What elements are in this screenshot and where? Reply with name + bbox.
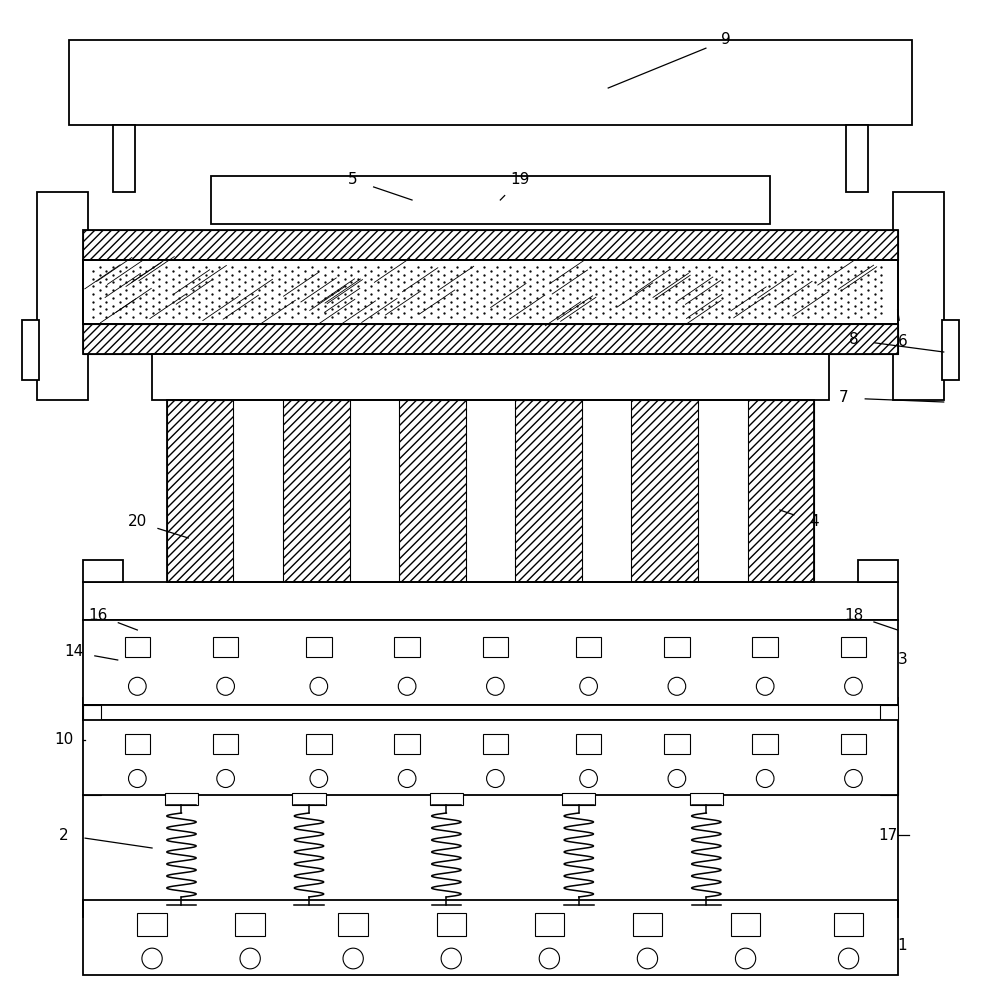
Bar: [306, 734, 332, 754]
Bar: [437, 912, 466, 936]
Bar: [690, 793, 723, 805]
Bar: [690, 905, 723, 917]
Bar: [338, 912, 368, 936]
Bar: [213, 734, 238, 754]
Text: 2: 2: [59, 828, 69, 842]
Text: 19: 19: [510, 172, 530, 188]
Text: 18: 18: [844, 607, 863, 622]
Text: 4: 4: [809, 514, 819, 530]
Bar: [83, 900, 898, 975]
Bar: [83, 698, 118, 720]
Bar: [483, 637, 508, 657]
Bar: [664, 734, 690, 754]
Bar: [125, 637, 150, 657]
Bar: [893, 192, 944, 400]
Bar: [748, 400, 814, 582]
Bar: [83, 324, 898, 354]
Bar: [83, 705, 898, 720]
Text: 8: 8: [849, 332, 858, 348]
Bar: [562, 905, 595, 917]
Bar: [942, 320, 959, 380]
Bar: [430, 905, 463, 917]
Bar: [167, 400, 814, 582]
Bar: [69, 40, 912, 125]
Bar: [841, 637, 866, 657]
Bar: [283, 400, 349, 582]
Bar: [213, 637, 238, 657]
Bar: [83, 582, 898, 620]
Bar: [167, 400, 233, 582]
Bar: [632, 400, 698, 582]
Bar: [83, 620, 898, 705]
Bar: [235, 912, 265, 936]
Bar: [863, 698, 898, 720]
Bar: [483, 734, 508, 754]
Bar: [22, 320, 39, 380]
Bar: [846, 125, 868, 192]
Text: 6: 6: [898, 334, 907, 350]
Bar: [858, 560, 898, 582]
Text: 3: 3: [898, 652, 907, 668]
Bar: [633, 912, 662, 936]
Bar: [83, 230, 898, 260]
Bar: [752, 637, 778, 657]
Bar: [83, 260, 898, 324]
Text: 16: 16: [88, 607, 108, 622]
Bar: [880, 705, 898, 795]
Bar: [211, 176, 770, 224]
Bar: [399, 400, 466, 582]
Text: 1: 1: [898, 938, 907, 952]
Bar: [576, 637, 601, 657]
Bar: [137, 912, 167, 936]
Text: 10: 10: [54, 732, 74, 748]
Bar: [562, 793, 595, 805]
Text: 9: 9: [721, 32, 731, 47]
Bar: [841, 734, 866, 754]
Text: 17: 17: [878, 828, 898, 842]
Bar: [167, 400, 814, 582]
Bar: [113, 125, 135, 192]
Bar: [752, 734, 778, 754]
Bar: [83, 230, 898, 260]
Bar: [394, 637, 420, 657]
Bar: [306, 637, 332, 657]
Bar: [152, 354, 829, 400]
Bar: [731, 912, 760, 936]
Bar: [834, 912, 863, 936]
Bar: [83, 260, 898, 324]
Bar: [394, 734, 420, 754]
Bar: [535, 912, 564, 936]
Bar: [165, 793, 198, 805]
Text: 14: 14: [64, 645, 83, 660]
Bar: [165, 905, 198, 917]
Bar: [83, 705, 101, 795]
Bar: [83, 720, 898, 795]
Bar: [576, 734, 601, 754]
Bar: [83, 560, 123, 582]
Bar: [83, 324, 898, 354]
Bar: [664, 637, 690, 657]
Bar: [37, 192, 88, 400]
Text: 20: 20: [128, 514, 147, 530]
Bar: [125, 734, 150, 754]
Text: 7: 7: [839, 390, 849, 406]
Bar: [515, 400, 582, 582]
Bar: [292, 905, 326, 917]
Bar: [292, 793, 326, 805]
Text: 5: 5: [348, 172, 358, 188]
Bar: [430, 793, 463, 805]
